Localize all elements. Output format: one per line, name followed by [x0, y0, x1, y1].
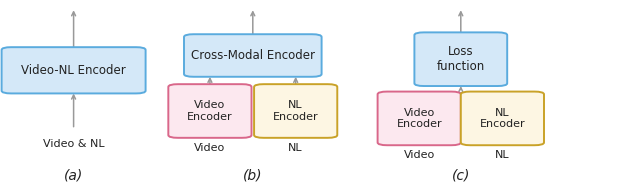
FancyBboxPatch shape — [461, 92, 544, 145]
Text: NL
Encoder: NL Encoder — [273, 100, 319, 122]
Text: Video: Video — [195, 143, 225, 153]
Text: NL
Encoder: NL Encoder — [479, 108, 525, 129]
Text: Loss
function: Loss function — [436, 45, 485, 73]
Text: Video-NL Encoder: Video-NL Encoder — [21, 64, 126, 77]
FancyBboxPatch shape — [254, 84, 337, 138]
Text: Cross-Modal Encoder: Cross-Modal Encoder — [191, 49, 315, 62]
Text: Video: Video — [404, 150, 435, 160]
Text: Video
Encoder: Video Encoder — [187, 100, 233, 122]
Text: (a): (a) — [64, 169, 83, 183]
Text: (b): (b) — [243, 169, 262, 183]
FancyBboxPatch shape — [378, 92, 461, 145]
Text: (c): (c) — [452, 169, 470, 183]
Text: NL: NL — [289, 143, 303, 153]
FancyBboxPatch shape — [415, 32, 507, 86]
FancyBboxPatch shape — [168, 84, 252, 138]
FancyBboxPatch shape — [2, 47, 146, 93]
Text: Video
Encoder: Video Encoder — [396, 108, 442, 129]
Text: Video & NL: Video & NL — [43, 139, 104, 149]
FancyBboxPatch shape — [184, 34, 321, 77]
Text: NL: NL — [495, 150, 509, 160]
